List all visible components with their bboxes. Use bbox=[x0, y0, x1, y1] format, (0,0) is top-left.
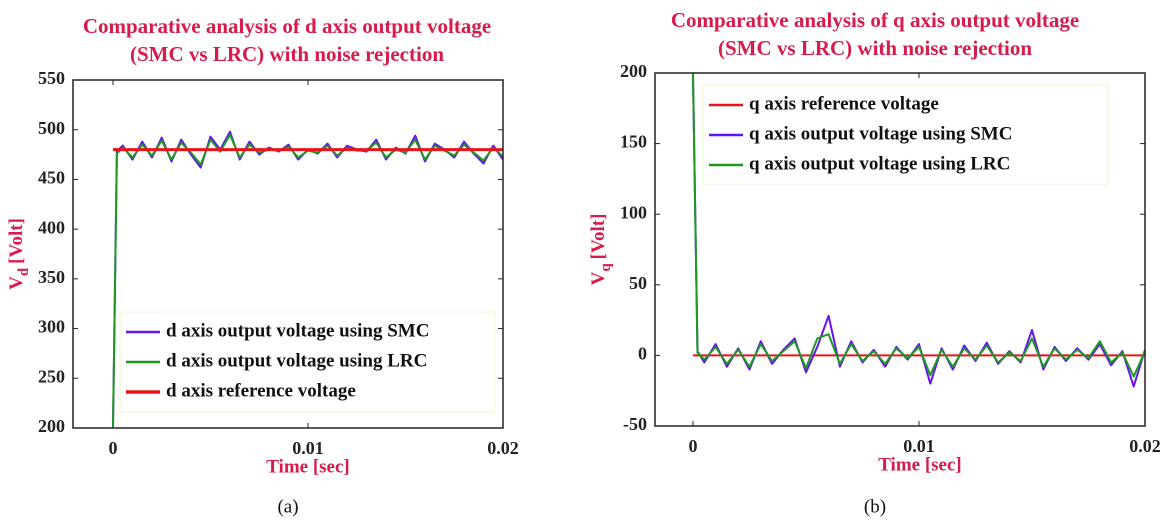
legend-label: q axis reference voltage bbox=[749, 93, 939, 114]
x-axis-label: Time [sec] bbox=[878, 454, 962, 475]
y-label-symbol: V bbox=[6, 276, 27, 290]
y-tick-label: 0 bbox=[638, 344, 647, 364]
chart-title: (SMC vs LRC) with noise rejection bbox=[130, 42, 444, 66]
x-tick-label: 0.01 bbox=[292, 438, 324, 458]
axes-box bbox=[72, 79, 504, 429]
y-tick-label: 300 bbox=[38, 317, 65, 337]
y-tick-label: 150 bbox=[620, 132, 647, 152]
x-tick-label: 0.02 bbox=[487, 438, 519, 458]
x-tick-label: 0.01 bbox=[903, 436, 935, 456]
legend-label: d axis output voltage using SMC bbox=[166, 320, 429, 341]
chart-title: (SMC vs LRC) with noise rejection bbox=[718, 36, 1032, 60]
y-tick-label: 200 bbox=[38, 416, 65, 436]
axes-box bbox=[654, 72, 1146, 427]
y-tick-label: 250 bbox=[38, 366, 65, 386]
y-label-subscript: q bbox=[598, 263, 614, 272]
panel-label: (b) bbox=[864, 496, 886, 517]
series-line bbox=[111, 133, 503, 428]
x-tick-label: 0.02 bbox=[1129, 436, 1161, 456]
legend-box bbox=[119, 311, 496, 413]
y-tick-label: 200 bbox=[620, 61, 647, 81]
panel-label: (a) bbox=[277, 496, 298, 517]
y-axis-label: Vq [Volt] bbox=[588, 214, 614, 286]
y-label-symbol: V bbox=[588, 271, 609, 285]
plot-area bbox=[111, 130, 503, 428]
y-tick-label: 500 bbox=[38, 118, 65, 138]
series-line bbox=[691, 73, 1145, 378]
y-tick-label: 50 bbox=[629, 273, 647, 293]
y-tick-label: 400 bbox=[38, 217, 65, 237]
plot-area bbox=[691, 73, 1145, 388]
chart-title: Comparative analysis of q axis output vo… bbox=[671, 8, 1079, 32]
legend-label: q axis output voltage using LRC bbox=[749, 153, 1010, 174]
y-tick-label: 550 bbox=[38, 68, 65, 88]
x-tick-label: 0 bbox=[108, 438, 117, 458]
legend-label: q axis output voltage using SMC bbox=[749, 123, 1012, 144]
chart: Comparative analysis of q axis output vo… bbox=[588, 8, 1160, 518]
y-tick-label: 450 bbox=[38, 168, 65, 188]
y-label-unit: [Volt] bbox=[6, 218, 27, 264]
chart-title: Comparative analysis of d axis output vo… bbox=[83, 14, 491, 38]
y-tick-label: 100 bbox=[620, 202, 647, 222]
legend-label: d axis output voltage using LRC bbox=[166, 350, 427, 371]
y-label-subscript: d bbox=[16, 267, 32, 276]
x-axis-label: Time [sec] bbox=[266, 456, 350, 477]
y-tick-label: 350 bbox=[38, 267, 65, 287]
y-label-unit: [Volt] bbox=[588, 214, 609, 260]
y-axis-label: Vd [Volt] bbox=[6, 218, 32, 290]
chart: Comparative analysis of d axis output vo… bbox=[6, 14, 518, 518]
x-tick-label: 0 bbox=[688, 436, 697, 456]
legend-box bbox=[702, 84, 1109, 186]
y-tick-label: -50 bbox=[623, 414, 647, 434]
legend-label: d axis reference voltage bbox=[166, 380, 356, 401]
